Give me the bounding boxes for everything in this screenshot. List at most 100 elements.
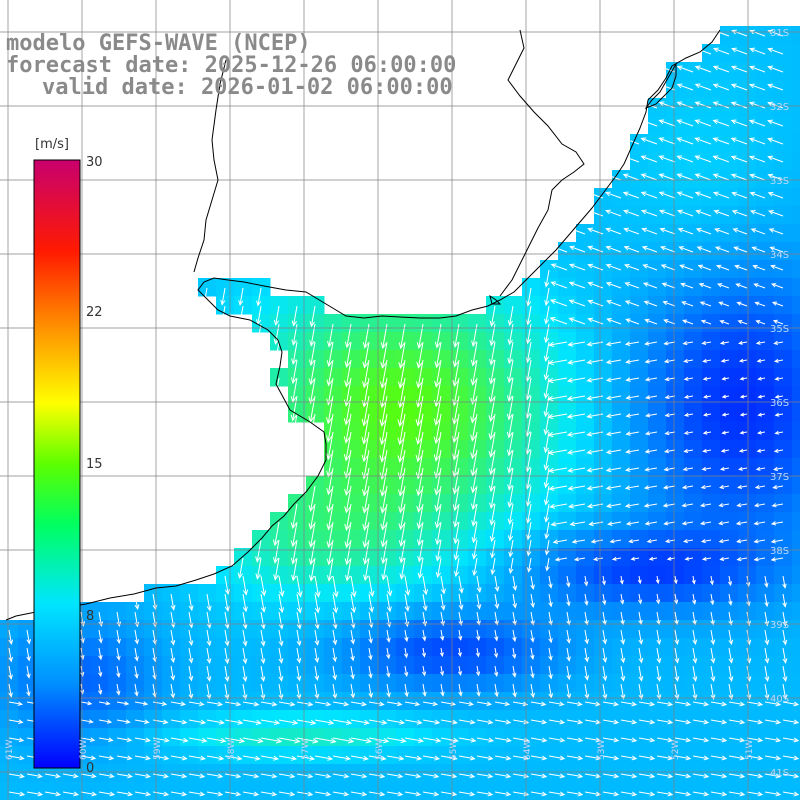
wind-arrow bbox=[278, 701, 296, 707]
wind-cell bbox=[738, 782, 757, 800]
wind-arrow bbox=[712, 101, 730, 109]
wind-cell bbox=[756, 710, 775, 729]
wind-arrow bbox=[757, 394, 766, 399]
wind-cell bbox=[558, 548, 577, 567]
colorbar-unit: [m/s] bbox=[35, 137, 69, 152]
wind-cell bbox=[666, 584, 685, 603]
wind-arrow bbox=[260, 575, 267, 597]
wind-arrow bbox=[273, 557, 280, 581]
wind-cell bbox=[504, 584, 523, 603]
wind-arrow bbox=[547, 467, 568, 474]
wind-arrow bbox=[694, 173, 712, 181]
wind-arrow bbox=[512, 719, 530, 725]
wind-cell bbox=[594, 404, 613, 423]
wind-arrow bbox=[278, 611, 284, 630]
wind-cell bbox=[486, 692, 505, 711]
wind-arrow bbox=[188, 755, 206, 761]
wind-arrow bbox=[507, 305, 514, 327]
wind-arrow bbox=[308, 503, 316, 531]
wind-arrow bbox=[764, 665, 770, 682]
wind-arrow bbox=[643, 300, 658, 307]
wind-arrow bbox=[422, 593, 428, 612]
lat-label: 31S bbox=[770, 28, 789, 39]
wind-cell bbox=[630, 728, 649, 747]
wind-cell bbox=[792, 386, 800, 405]
wind-cell bbox=[720, 728, 739, 747]
wind-cell bbox=[720, 566, 739, 585]
wind-arrow bbox=[344, 359, 352, 388]
wind-cell bbox=[576, 296, 595, 315]
wind-cell bbox=[234, 764, 253, 783]
wind-cell bbox=[594, 530, 613, 549]
wind-cell bbox=[720, 278, 739, 297]
wind-cell bbox=[612, 692, 631, 711]
wind-arrow bbox=[457, 647, 462, 658]
wind-cell bbox=[306, 332, 325, 351]
wind-arrow bbox=[548, 719, 566, 725]
wind-arrow bbox=[701, 340, 712, 346]
colorbar-tick-22: 22 bbox=[86, 305, 103, 320]
wind-cell bbox=[540, 530, 559, 549]
wind-arrow bbox=[386, 755, 405, 761]
wind-cell bbox=[198, 278, 217, 297]
wind-arrow bbox=[782, 611, 788, 627]
wind-arrow bbox=[290, 359, 298, 385]
wind-arrow bbox=[8, 737, 25, 743]
wind-cell bbox=[252, 746, 271, 765]
wind-arrow bbox=[471, 503, 478, 527]
wind-arrow bbox=[440, 593, 446, 611]
wind-arrow bbox=[386, 773, 404, 779]
wind-arrow bbox=[692, 773, 710, 779]
wind-arrow bbox=[660, 245, 676, 253]
wind-arrow bbox=[728, 737, 746, 743]
wind-arrow bbox=[471, 521, 478, 544]
wind-arrow bbox=[640, 119, 658, 127]
wind-arrow bbox=[554, 557, 568, 562]
wind-arrow bbox=[380, 539, 388, 565]
wind-arrow bbox=[290, 395, 298, 422]
wind-arrow bbox=[379, 413, 388, 446]
lon-label: 58W bbox=[227, 740, 237, 760]
wind-cell bbox=[648, 674, 667, 693]
wind-arrow bbox=[770, 539, 784, 544]
wind-cell bbox=[270, 314, 289, 333]
wind-arrow bbox=[8, 755, 25, 761]
wind-cell bbox=[252, 566, 271, 585]
wind-cell bbox=[198, 692, 217, 711]
wind-cell bbox=[468, 692, 487, 711]
wind-arrow bbox=[602, 629, 608, 645]
wind-arrow bbox=[8, 683, 13, 698]
wind-cell bbox=[594, 368, 613, 387]
wind-cell bbox=[396, 674, 415, 693]
wind-cell bbox=[720, 152, 739, 171]
wind-arrow bbox=[767, 83, 784, 91]
wind-cell bbox=[756, 368, 775, 387]
wind-arrow bbox=[748, 83, 766, 91]
wind-arrow bbox=[767, 155, 784, 163]
wind-cell bbox=[468, 602, 487, 621]
wind-cell bbox=[774, 386, 793, 405]
wind-arrow bbox=[656, 791, 674, 797]
wind-cell bbox=[702, 764, 721, 783]
wind-arrow bbox=[680, 282, 694, 289]
wind-arrow bbox=[767, 137, 784, 145]
wind-cell bbox=[702, 548, 721, 567]
wind-arrow bbox=[753, 283, 766, 289]
wind-cell bbox=[342, 710, 361, 729]
wind-cell bbox=[252, 584, 271, 603]
wind-arrow bbox=[350, 665, 355, 680]
wind-arrow bbox=[224, 593, 230, 612]
wind-arrow bbox=[206, 737, 227, 744]
wind-arrow bbox=[623, 245, 640, 253]
wind-cell bbox=[684, 206, 703, 225]
wind-arrow bbox=[674, 755, 692, 761]
wind-cell bbox=[234, 638, 253, 657]
wind-arrow bbox=[237, 557, 244, 579]
wind-arrow bbox=[774, 430, 784, 435]
wind-cell bbox=[90, 656, 109, 675]
wind-arrows bbox=[8, 29, 800, 797]
wind-cell bbox=[450, 458, 469, 477]
wind-arrow bbox=[548, 701, 565, 707]
wind-cell bbox=[270, 584, 289, 603]
wind-cell bbox=[396, 476, 415, 495]
